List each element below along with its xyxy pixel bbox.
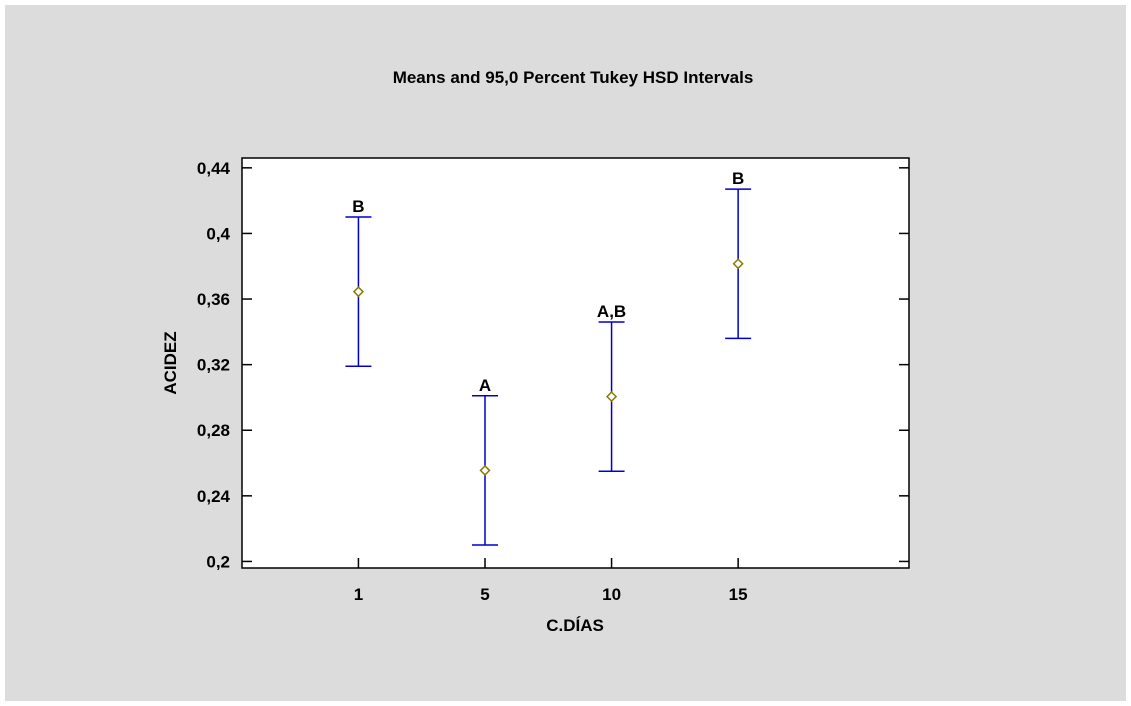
- mean-marker: [606, 391, 618, 403]
- group-label: A,B: [597, 302, 626, 321]
- x-tick-label: 5: [480, 585, 489, 604]
- y-tick-label: 0,44: [197, 159, 231, 178]
- chart-title: Means and 95,0 Percent Tukey HSD Interva…: [393, 68, 754, 87]
- group-label: A: [479, 376, 491, 395]
- group-label: B: [352, 197, 364, 216]
- mean-marker: [732, 258, 744, 270]
- y-tick-label: 0,2: [206, 552, 230, 571]
- mean-marker: [352, 286, 365, 298]
- y-tick-label: 0,24: [197, 487, 231, 506]
- y-axis: 0,2 0,24 0,28 0,32 0,36 0,4 0,44: [197, 159, 909, 571]
- x-axis: 1 5 10 15: [354, 558, 748, 604]
- y-tick-label: 0,28: [197, 421, 230, 440]
- x-tick-label: 10: [602, 585, 621, 604]
- plot-area: [241, 157, 910, 569]
- mean-marker: [479, 464, 491, 476]
- y-tick-label: 0,36: [197, 290, 230, 309]
- x-tick-label: 15: [729, 585, 748, 604]
- chart-frame: Means and 95,0 Percent Tukey HSD Interva…: [5, 5, 1126, 701]
- x-axis-label: C.DÍAS: [546, 616, 604, 635]
- y-axis-label: ACIDEZ: [161, 331, 180, 394]
- group-label: B: [732, 169, 744, 188]
- interval-series: B A A,B B: [345, 169, 752, 546]
- chart-canvas: Means and 95,0 Percent Tukey HSD Interva…: [161, 68, 910, 635]
- y-tick-label: 0,32: [197, 356, 230, 375]
- x-tick-label: 1: [354, 585, 363, 604]
- y-tick-label: 0,4: [206, 224, 230, 243]
